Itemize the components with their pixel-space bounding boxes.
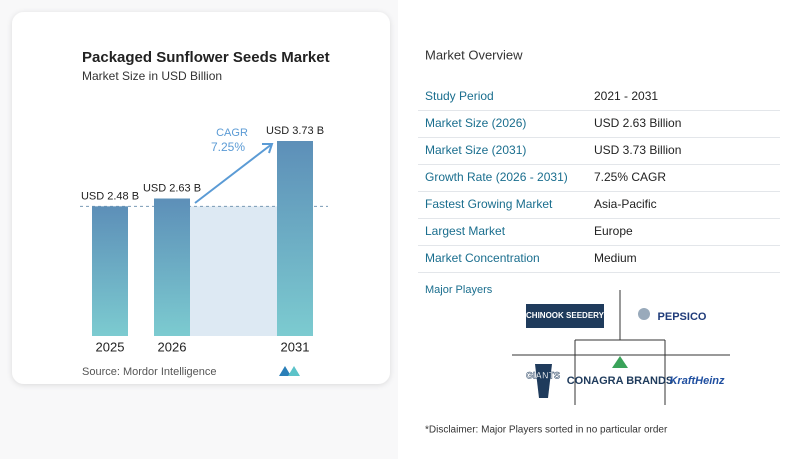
- overview-panel: [398, 0, 800, 459]
- row-value: 7.25% CAGR: [594, 170, 666, 184]
- player-logo: KraftHeinz: [669, 375, 725, 387]
- disclaimer: *Disclaimer: Major Players sorted in no …: [425, 425, 668, 436]
- player-logo: CONAGRA BRANDS: [567, 375, 674, 387]
- row-label: Study Period: [425, 89, 494, 103]
- row-value: Medium: [594, 251, 637, 265]
- row-label: Market Size (2031): [425, 143, 526, 157]
- logo-icon: [612, 356, 628, 368]
- logo-box: [526, 304, 604, 328]
- row-value: USD 2.63 Billion: [594, 116, 681, 130]
- player-logo: PEPSICO: [658, 311, 707, 323]
- logo-icon: [638, 308, 650, 320]
- cagr-label: CAGR: [216, 127, 248, 139]
- row-label: Largest Market: [425, 224, 506, 238]
- chart-title: Packaged Sunflower Seeds Market: [82, 49, 330, 66]
- row-label: Fastest Growing Market: [425, 197, 553, 211]
- player-logo: CHINOOK SEEDERY: [526, 311, 605, 320]
- row-value: Europe: [594, 224, 633, 238]
- x-tick-label: 2031: [281, 339, 310, 354]
- row-value: USD 3.73 Billion: [594, 143, 681, 157]
- value-label: USD 2.48 B: [81, 190, 139, 202]
- overview-title: Market Overview: [425, 47, 523, 62]
- x-tick-label: 2026: [158, 339, 187, 354]
- overview-table: Study Period 2021 - 2031 Market Size (2026…: [418, 89, 780, 273]
- players-title: Major Players: [425, 284, 493, 296]
- bar: [154, 198, 190, 336]
- plot: USD 2.48 B 2025 USD 2.63 B 2026 USD 3.73 B 20…: [80, 125, 328, 354]
- value-label: USD 2.63 B: [143, 182, 201, 194]
- row-label: Market Size (2026): [425, 116, 526, 130]
- row-label: Market Concentration: [425, 251, 540, 265]
- value-label: USD 3.73 B: [266, 125, 324, 137]
- row-value: Asia-Pacific: [594, 197, 657, 211]
- x-tick-label: 2025: [96, 339, 125, 354]
- bar: [277, 141, 313, 336]
- cagr-arrow: [194, 143, 274, 204]
- row-value: 2021 - 2031: [594, 89, 658, 103]
- logo-grid: [512, 290, 730, 405]
- brand-logo: [279, 366, 300, 376]
- growth-band: [190, 206, 277, 336]
- chart-subtitle: Market Size in USD Billion: [82, 69, 222, 83]
- player-logo: GIANTS: [526, 370, 560, 380]
- cagr-value: 7.25%: [211, 140, 245, 154]
- bar: [92, 206, 128, 336]
- source: Source: Mordor Intelligence: [82, 366, 217, 378]
- logo-icon: [535, 364, 552, 398]
- row-label: Growth Rate (2026 - 2031): [425, 170, 568, 184]
